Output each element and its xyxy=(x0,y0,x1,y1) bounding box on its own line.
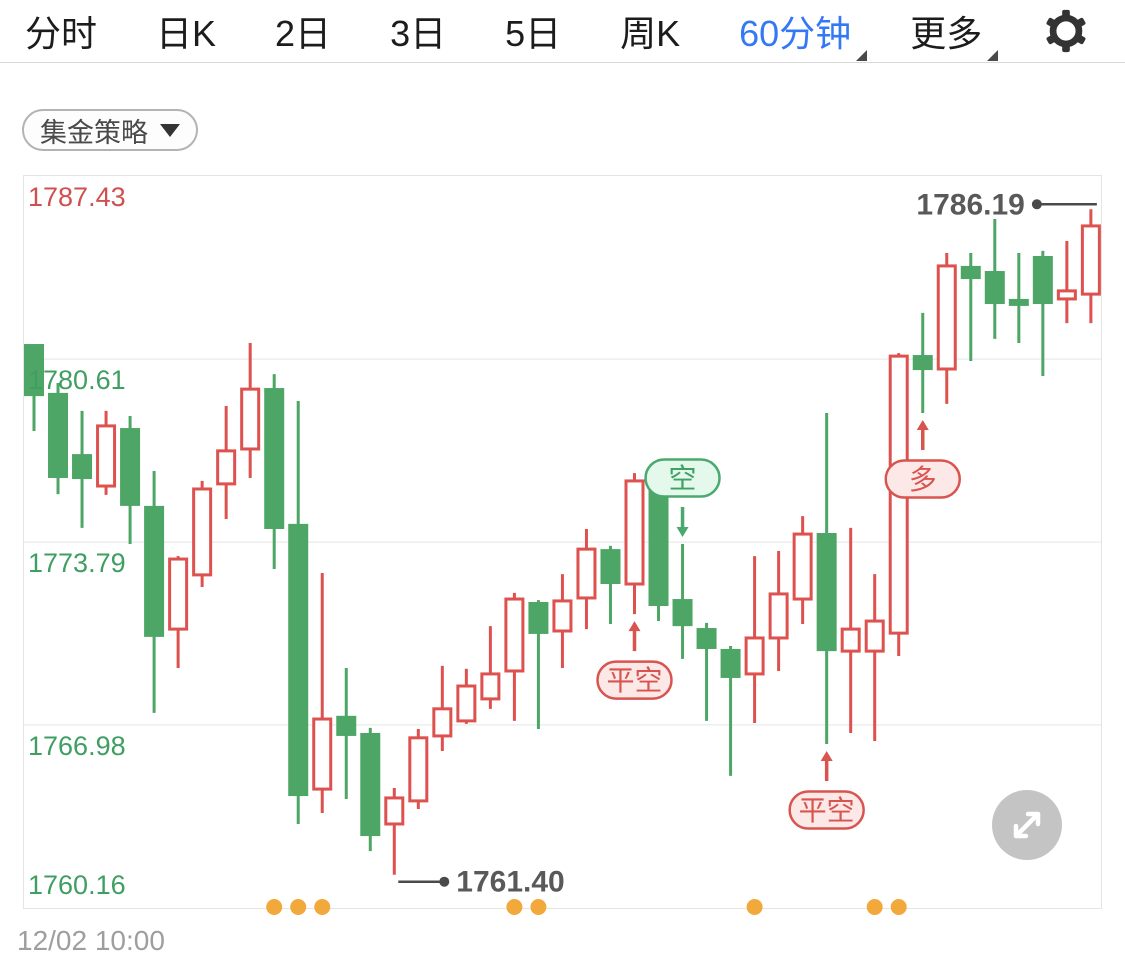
candle-body-up xyxy=(1056,289,1077,301)
price-callout: 1786.19 xyxy=(916,188,1097,221)
y-axis-label: 1780.61 xyxy=(28,365,126,395)
candle-body-down xyxy=(696,628,717,649)
candle-body-down xyxy=(144,505,165,637)
candle-body-down xyxy=(600,549,621,585)
settings-button[interactable] xyxy=(1043,8,1089,54)
strategy-dropdown-button[interactable]: 集金策略 xyxy=(22,109,198,151)
svg-text:1786.19: 1786.19 xyxy=(916,188,1024,221)
candle-body-up xyxy=(408,736,429,803)
candle-body-up xyxy=(480,672,501,701)
tab-2[interactable]: 日K xyxy=(156,13,217,54)
candle-body-down xyxy=(288,523,309,797)
corner-caret-icon xyxy=(987,50,999,61)
candle-body-down xyxy=(960,265,981,280)
corner-caret-icon xyxy=(856,50,868,61)
candle-body-down xyxy=(120,428,141,506)
signal-bubble-red: 多 xyxy=(884,420,961,499)
candle-body-up xyxy=(504,597,525,673)
candle-body-up xyxy=(792,532,813,601)
gear-icon xyxy=(1046,9,1086,53)
candle-body-down xyxy=(264,388,285,529)
tab-5[interactable]: 5日 xyxy=(505,13,562,54)
candle-body-up xyxy=(1080,224,1101,296)
candle-body-up xyxy=(768,592,789,640)
candle-body-down xyxy=(48,392,69,478)
caret-down-icon xyxy=(160,123,180,137)
expand-chart-button[interactable] xyxy=(992,790,1062,860)
candle-body-up xyxy=(192,487,213,577)
signal-dot xyxy=(506,899,523,915)
tab-6[interactable]: 周K xyxy=(620,13,681,54)
candle-body-down xyxy=(816,533,837,652)
signal-dot xyxy=(290,899,307,915)
candle-body-down xyxy=(336,715,357,736)
signal-dot xyxy=(866,899,883,915)
candle-body-up xyxy=(312,717,333,791)
candle-body-up xyxy=(96,424,117,488)
candle-body-down xyxy=(720,648,741,678)
candle-body-down xyxy=(72,454,93,480)
signal-dot xyxy=(746,899,763,915)
tab-1[interactable]: 分时 xyxy=(25,13,98,54)
y-axis-label: 1787.43 xyxy=(28,182,126,212)
y-axis-label: 1773.79 xyxy=(28,548,126,578)
candle-body-up xyxy=(840,627,861,653)
y-axis-label: 1760.16 xyxy=(28,870,126,900)
y-axis-label: 1766.98 xyxy=(28,731,126,761)
period-tabs: 分时 日K 2日 3日 5日 周K 60分钟 更多 xyxy=(25,5,1041,61)
candle-body-down xyxy=(1032,255,1053,305)
candlestick-chart[interactable]: 空平空 平空多 1761.40 1786.19 1787.43 1780.61 1773.7… xyxy=(23,175,1102,915)
candle-body-down xyxy=(672,599,693,627)
x-axis-start-time: 12/02 10:00 xyxy=(17,925,165,956)
signal-dot xyxy=(314,899,331,915)
candle-body-down xyxy=(984,271,1005,305)
candle-body-up xyxy=(168,557,189,631)
expand-arrows-icon xyxy=(1013,811,1041,839)
tab-4[interactable]: 3日 xyxy=(390,13,447,54)
svg-text:平空: 平空 xyxy=(606,665,662,696)
tab-8[interactable]: 更多 xyxy=(910,5,999,61)
candle-body-up xyxy=(624,479,645,586)
candle-body-down xyxy=(1008,298,1029,306)
candle-body-down xyxy=(24,344,44,397)
candle-body-up xyxy=(744,636,765,676)
svg-text:平空: 平空 xyxy=(799,795,855,826)
candle-body-up xyxy=(456,684,477,723)
svg-text:多: 多 xyxy=(909,464,937,495)
candle-body-up xyxy=(216,449,237,486)
candle-body-down xyxy=(360,732,381,837)
signal-dot xyxy=(890,899,907,915)
candle-body-up xyxy=(864,619,885,653)
candle-body-up xyxy=(552,599,573,633)
candle-body-up xyxy=(936,264,957,371)
candle-body-down xyxy=(528,601,549,634)
signal-bubble-green: 空 xyxy=(644,458,721,538)
tab-3[interactable]: 2日 xyxy=(275,13,332,54)
candle-body-up xyxy=(240,387,261,451)
signal-dot xyxy=(530,899,547,915)
candle-body-up xyxy=(384,796,405,826)
price-callout: 1761.40 xyxy=(398,866,565,899)
candle-body-up xyxy=(432,707,453,738)
candle-body-down xyxy=(912,355,933,371)
tab-7[interactable]: 60分钟 xyxy=(739,5,868,61)
period-tab-bar: 分时 日K 2日 3日 5日 周K 60分钟 更多 xyxy=(0,0,1125,63)
candle-body-down xyxy=(648,483,669,607)
candle-body-up xyxy=(576,547,597,600)
candles xyxy=(24,209,1101,875)
strategy-dropdown-label: 集金策略 xyxy=(40,117,148,148)
svg-text:1761.40: 1761.40 xyxy=(456,866,564,899)
signal-dot xyxy=(266,899,283,915)
svg-text:空: 空 xyxy=(669,463,697,494)
signal-bubble-red: 平空 xyxy=(788,750,865,830)
signal-bubble-red: 平空 xyxy=(596,621,673,700)
